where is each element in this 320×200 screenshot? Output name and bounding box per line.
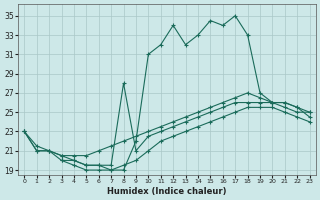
X-axis label: Humidex (Indice chaleur): Humidex (Indice chaleur) [107, 187, 227, 196]
